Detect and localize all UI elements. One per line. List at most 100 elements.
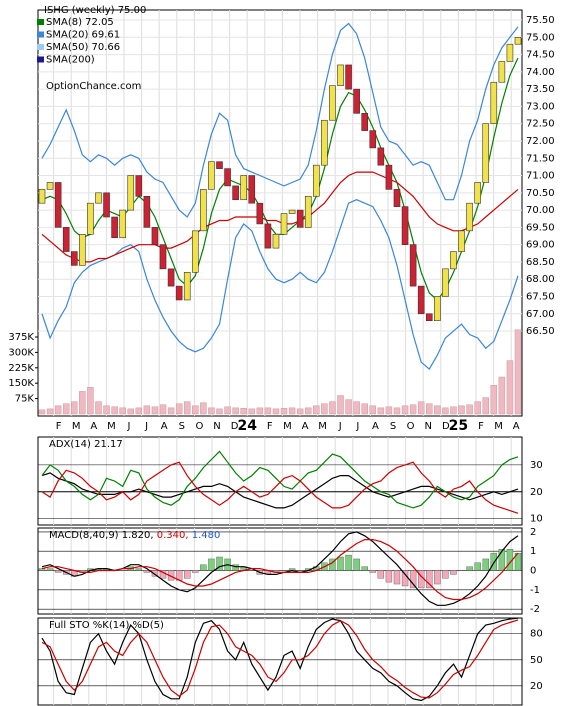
candle (87, 202, 94, 235)
candle (417, 285, 425, 315)
y-tick-label: 67.00 (526, 309, 555, 320)
volume-bar (514, 329, 522, 415)
candle (151, 227, 159, 245)
candle (224, 168, 231, 187)
candle (175, 285, 183, 301)
candle (345, 64, 352, 90)
y-tick-label: 75.00 (526, 32, 555, 43)
y-tick-label: 66.50 (526, 326, 555, 337)
volume-bar (143, 405, 151, 415)
macd-hist (184, 570, 191, 579)
x-tick-label: F (56, 421, 62, 432)
volume-bar (313, 405, 320, 415)
macd-hist (385, 570, 393, 583)
volume-bar (304, 407, 312, 415)
volume-bar (353, 401, 360, 415)
candle (466, 202, 473, 232)
y-tick-label: 2 (530, 527, 536, 538)
candle (409, 244, 417, 287)
y-tick-label: 67.50 (526, 291, 555, 302)
x-tick-label: D (442, 421, 450, 432)
adx-title: ADX(14) 21.17 (49, 439, 123, 450)
volume-bar (192, 405, 199, 415)
candle (216, 161, 223, 169)
candle (288, 209, 296, 214)
adx-line (41, 461, 519, 514)
volume-bar (264, 407, 272, 415)
volume-bar (401, 405, 409, 415)
volume-bar (135, 407, 143, 415)
x-tick-label: O (407, 421, 415, 432)
legend-label: SMA(20) 69.61 (46, 30, 120, 41)
candle (313, 164, 320, 197)
volume-bar (103, 405, 110, 415)
volume-bar (127, 408, 134, 415)
macd-panel (37, 527, 523, 615)
candle (248, 175, 256, 204)
volume-bar (248, 408, 256, 415)
macd-hist (434, 570, 441, 585)
candle (361, 113, 369, 131)
volume-tick-label: 150K (8, 378, 34, 389)
y-tick-label: 72.00 (526, 136, 555, 147)
legend-swatch (37, 31, 44, 38)
x-tick-label: A (302, 421, 309, 432)
volume-bar (79, 391, 86, 415)
candle (450, 251, 457, 270)
macd-hist (54, 570, 62, 573)
volume-bar (506, 360, 514, 415)
candle (95, 192, 102, 204)
volume-tick-label: 300K (8, 347, 34, 358)
x-tick-label: A (372, 421, 379, 432)
volume-bar (87, 387, 94, 415)
macd-line (41, 531, 519, 606)
volume-bar (329, 401, 336, 415)
y-tick-label: 69.50 (526, 222, 555, 233)
volume-bar (434, 405, 441, 415)
candle (458, 230, 465, 252)
candle (393, 189, 401, 207)
price-line (41, 171, 519, 263)
x-tick-label: O (195, 421, 203, 432)
x-tick-label: M (283, 421, 292, 432)
macd-hist (345, 554, 352, 571)
volume-tick-label: 375K (8, 332, 34, 343)
x-tick-label: N (424, 421, 431, 432)
x-tick-label: M (318, 421, 327, 432)
candle (191, 230, 199, 273)
y-tick-label: 50 (530, 655, 543, 666)
candle (79, 233, 86, 266)
volume-bar (119, 407, 126, 415)
legend-swatch (37, 44, 44, 50)
candle (111, 216, 118, 239)
volume-bar (54, 405, 62, 415)
volume-tick-label: 75K (15, 394, 35, 405)
volume-bar (240, 408, 247, 415)
x-tick-label: M (494, 421, 503, 432)
macd-hist (192, 570, 199, 573)
sto-line (41, 619, 519, 699)
volume-bar (272, 408, 280, 415)
candle (70, 251, 78, 266)
y-tick-label: 71.00 (526, 171, 555, 182)
x-tick-label: N (213, 421, 220, 432)
x-tick-label: 24 (237, 418, 257, 434)
x-tick-label: A (513, 421, 520, 432)
macd-hist (135, 568, 143, 571)
y-tick-label: 70.50 (526, 188, 555, 199)
y-tick-label: 80 (530, 629, 543, 640)
y-tick-label: 68.50 (526, 257, 555, 268)
volume-bar (498, 376, 506, 415)
volume-bar (167, 407, 175, 415)
candle (46, 182, 54, 190)
y-tick-label: 74.50 (526, 50, 555, 61)
candle (143, 195, 151, 228)
legend-label: SMA(200) (46, 55, 95, 66)
volume-bar (38, 409, 46, 415)
macd-hist (232, 564, 239, 571)
macd-hist (151, 570, 159, 577)
adx-panel (37, 436, 523, 526)
macd-line (41, 539, 519, 601)
y-tick-label: 0 (530, 566, 536, 577)
